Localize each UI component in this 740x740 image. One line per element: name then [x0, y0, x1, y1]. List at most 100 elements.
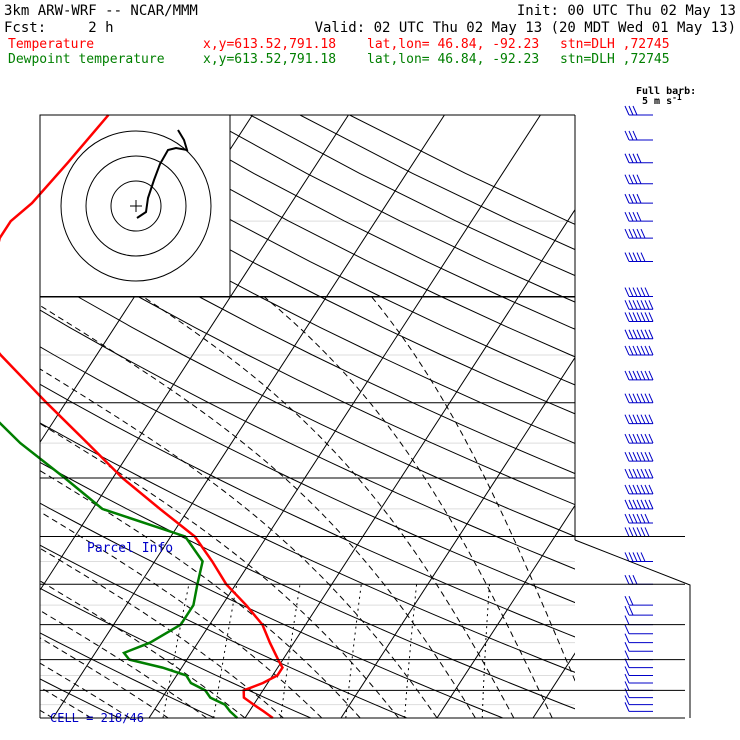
wind-barb-flag	[648, 451, 654, 462]
wind-barb-flag	[628, 605, 634, 616]
wind-barb-flag	[636, 287, 642, 297]
wind-barb-flag	[624, 575, 630, 585]
valid-time: Valid: 02 UTC Thu 02 May 13 (20 MDT Wed …	[315, 20, 736, 36]
hodograph-trace	[136, 129, 189, 219]
wind-barb-flag	[636, 527, 642, 537]
wind-barb-flag	[624, 287, 630, 297]
wind-barb-flag	[648, 468, 654, 479]
wind-barb-flag	[644, 499, 650, 510]
wind-barb-flag	[632, 105, 638, 116]
wind-barb-flag	[640, 329, 646, 339]
wind-barb-flag	[640, 312, 646, 322]
wind-barb-flag	[636, 370, 642, 381]
wind-barb-flag	[636, 312, 642, 322]
forecast-hour: Fcst: 2 h	[4, 20, 114, 36]
dry-adiabat	[40, 138, 575, 415]
isotherm	[436, 504, 575, 718]
legend-temperature-stn: stn=DLH ,72745	[560, 37, 670, 52]
wind-barb-flag	[628, 433, 634, 444]
wind-barb-flag	[624, 393, 630, 403]
wind-barb-flag	[640, 370, 646, 381]
legend-temperature-latlon: lat,lon= 46.84, -92.23	[367, 37, 539, 52]
hodograph-ring	[110, 180, 162, 232]
wind-barb-flag	[624, 673, 630, 684]
wind-barb-flag	[632, 393, 638, 403]
wind-barb-flag	[644, 312, 650, 322]
dry-adiabat	[40, 587, 312, 718]
wind-barb-flag	[636, 211, 642, 222]
dry-adiabat	[349, 115, 575, 225]
wind-barb-flag	[624, 633, 630, 643]
wind-barb-flag	[628, 174, 634, 184]
wind-barb-flag	[640, 499, 646, 510]
mixing-ratio-line	[213, 584, 238, 718]
wind-barb-flag	[640, 484, 646, 495]
wind-barb-flag	[648, 329, 654, 339]
wind-barb-flag	[632, 252, 638, 262]
moist-adiabat	[263, 296, 553, 718]
wind-barb-flag	[632, 345, 638, 356]
wind-barb-flag	[648, 499, 654, 510]
wind-barb-flag	[648, 370, 654, 381]
dry-adiabat	[299, 115, 575, 251]
hodograph-ring	[85, 155, 187, 257]
wind-barb-flag	[628, 211, 634, 222]
wind-barb-flag	[636, 300, 642, 310]
wind-barb-flag	[632, 499, 638, 510]
wind-barb-flag	[624, 658, 630, 668]
wind-barb-flag	[632, 433, 638, 444]
wind-barb-flag	[644, 433, 650, 444]
wind-barb-flag	[628, 575, 634, 585]
wind-barb-flag	[628, 513, 634, 524]
wind-barb-flag	[644, 345, 650, 356]
wind-barb-flag	[632, 513, 638, 524]
mixing-ratio-line	[345, 584, 362, 718]
wind-barb-flag	[624, 211, 630, 222]
wind-barb-flag	[628, 345, 634, 356]
wind-barb-flag	[628, 228, 634, 239]
wind-barb-flag	[640, 552, 646, 562]
wind-barb-flag	[628, 329, 634, 339]
wind-barb-flag	[640, 527, 646, 537]
wind-barb-flag	[636, 153, 642, 163]
moist-adiabat	[40, 580, 246, 718]
wind-barb-flag	[624, 605, 630, 616]
legend-temperature: Temperature	[8, 37, 94, 52]
wind-barb-flag	[648, 414, 654, 424]
moist-adiabat	[40, 709, 54, 718]
wind-barb-flag	[624, 370, 630, 381]
wind-barb-flag	[640, 414, 646, 424]
wind-barb-flag	[632, 575, 638, 585]
barb-note: Full barb:	[636, 86, 696, 97]
wind-barb-flag	[632, 451, 638, 462]
wind-barb-flag	[636, 329, 642, 339]
wind-barb-flag	[632, 174, 638, 184]
wind-barb-flag	[628, 105, 634, 116]
wind-barb-flag	[636, 393, 642, 403]
dry-adiabat	[40, 238, 575, 506]
frame-right-lower	[574, 539, 691, 718]
wind-barb-flag	[640, 300, 646, 310]
wind-barb-flag	[628, 130, 634, 141]
wind-barb-flag	[632, 228, 638, 239]
wind-barb-flag	[636, 513, 642, 524]
dry-adiabat	[40, 422, 575, 673]
wind-barb-flag	[624, 484, 630, 495]
wind-barb-flag	[632, 153, 638, 163]
isotherm	[148, 115, 541, 718]
wind-barb-flag	[644, 329, 650, 339]
dry-adiabat	[40, 383, 575, 638]
legend-dewpoint-latlon: lat,lon= 46.84, -92.23	[367, 52, 539, 67]
dry-adiabat	[40, 346, 575, 604]
moist-adiabat	[40, 368, 438, 718]
wind-barb-flag	[624, 513, 630, 524]
wind-barb-flag	[640, 252, 646, 262]
wind-barb-flag	[644, 414, 650, 424]
wind-barb-flag	[644, 393, 650, 403]
wind-barb-flag	[632, 468, 638, 479]
wind-barb-flag	[624, 105, 630, 116]
wind-barb-flag	[624, 552, 630, 562]
hodograph	[39, 114, 231, 298]
wind-barb-flag	[640, 513, 646, 524]
wind-barb-flag	[628, 414, 634, 424]
